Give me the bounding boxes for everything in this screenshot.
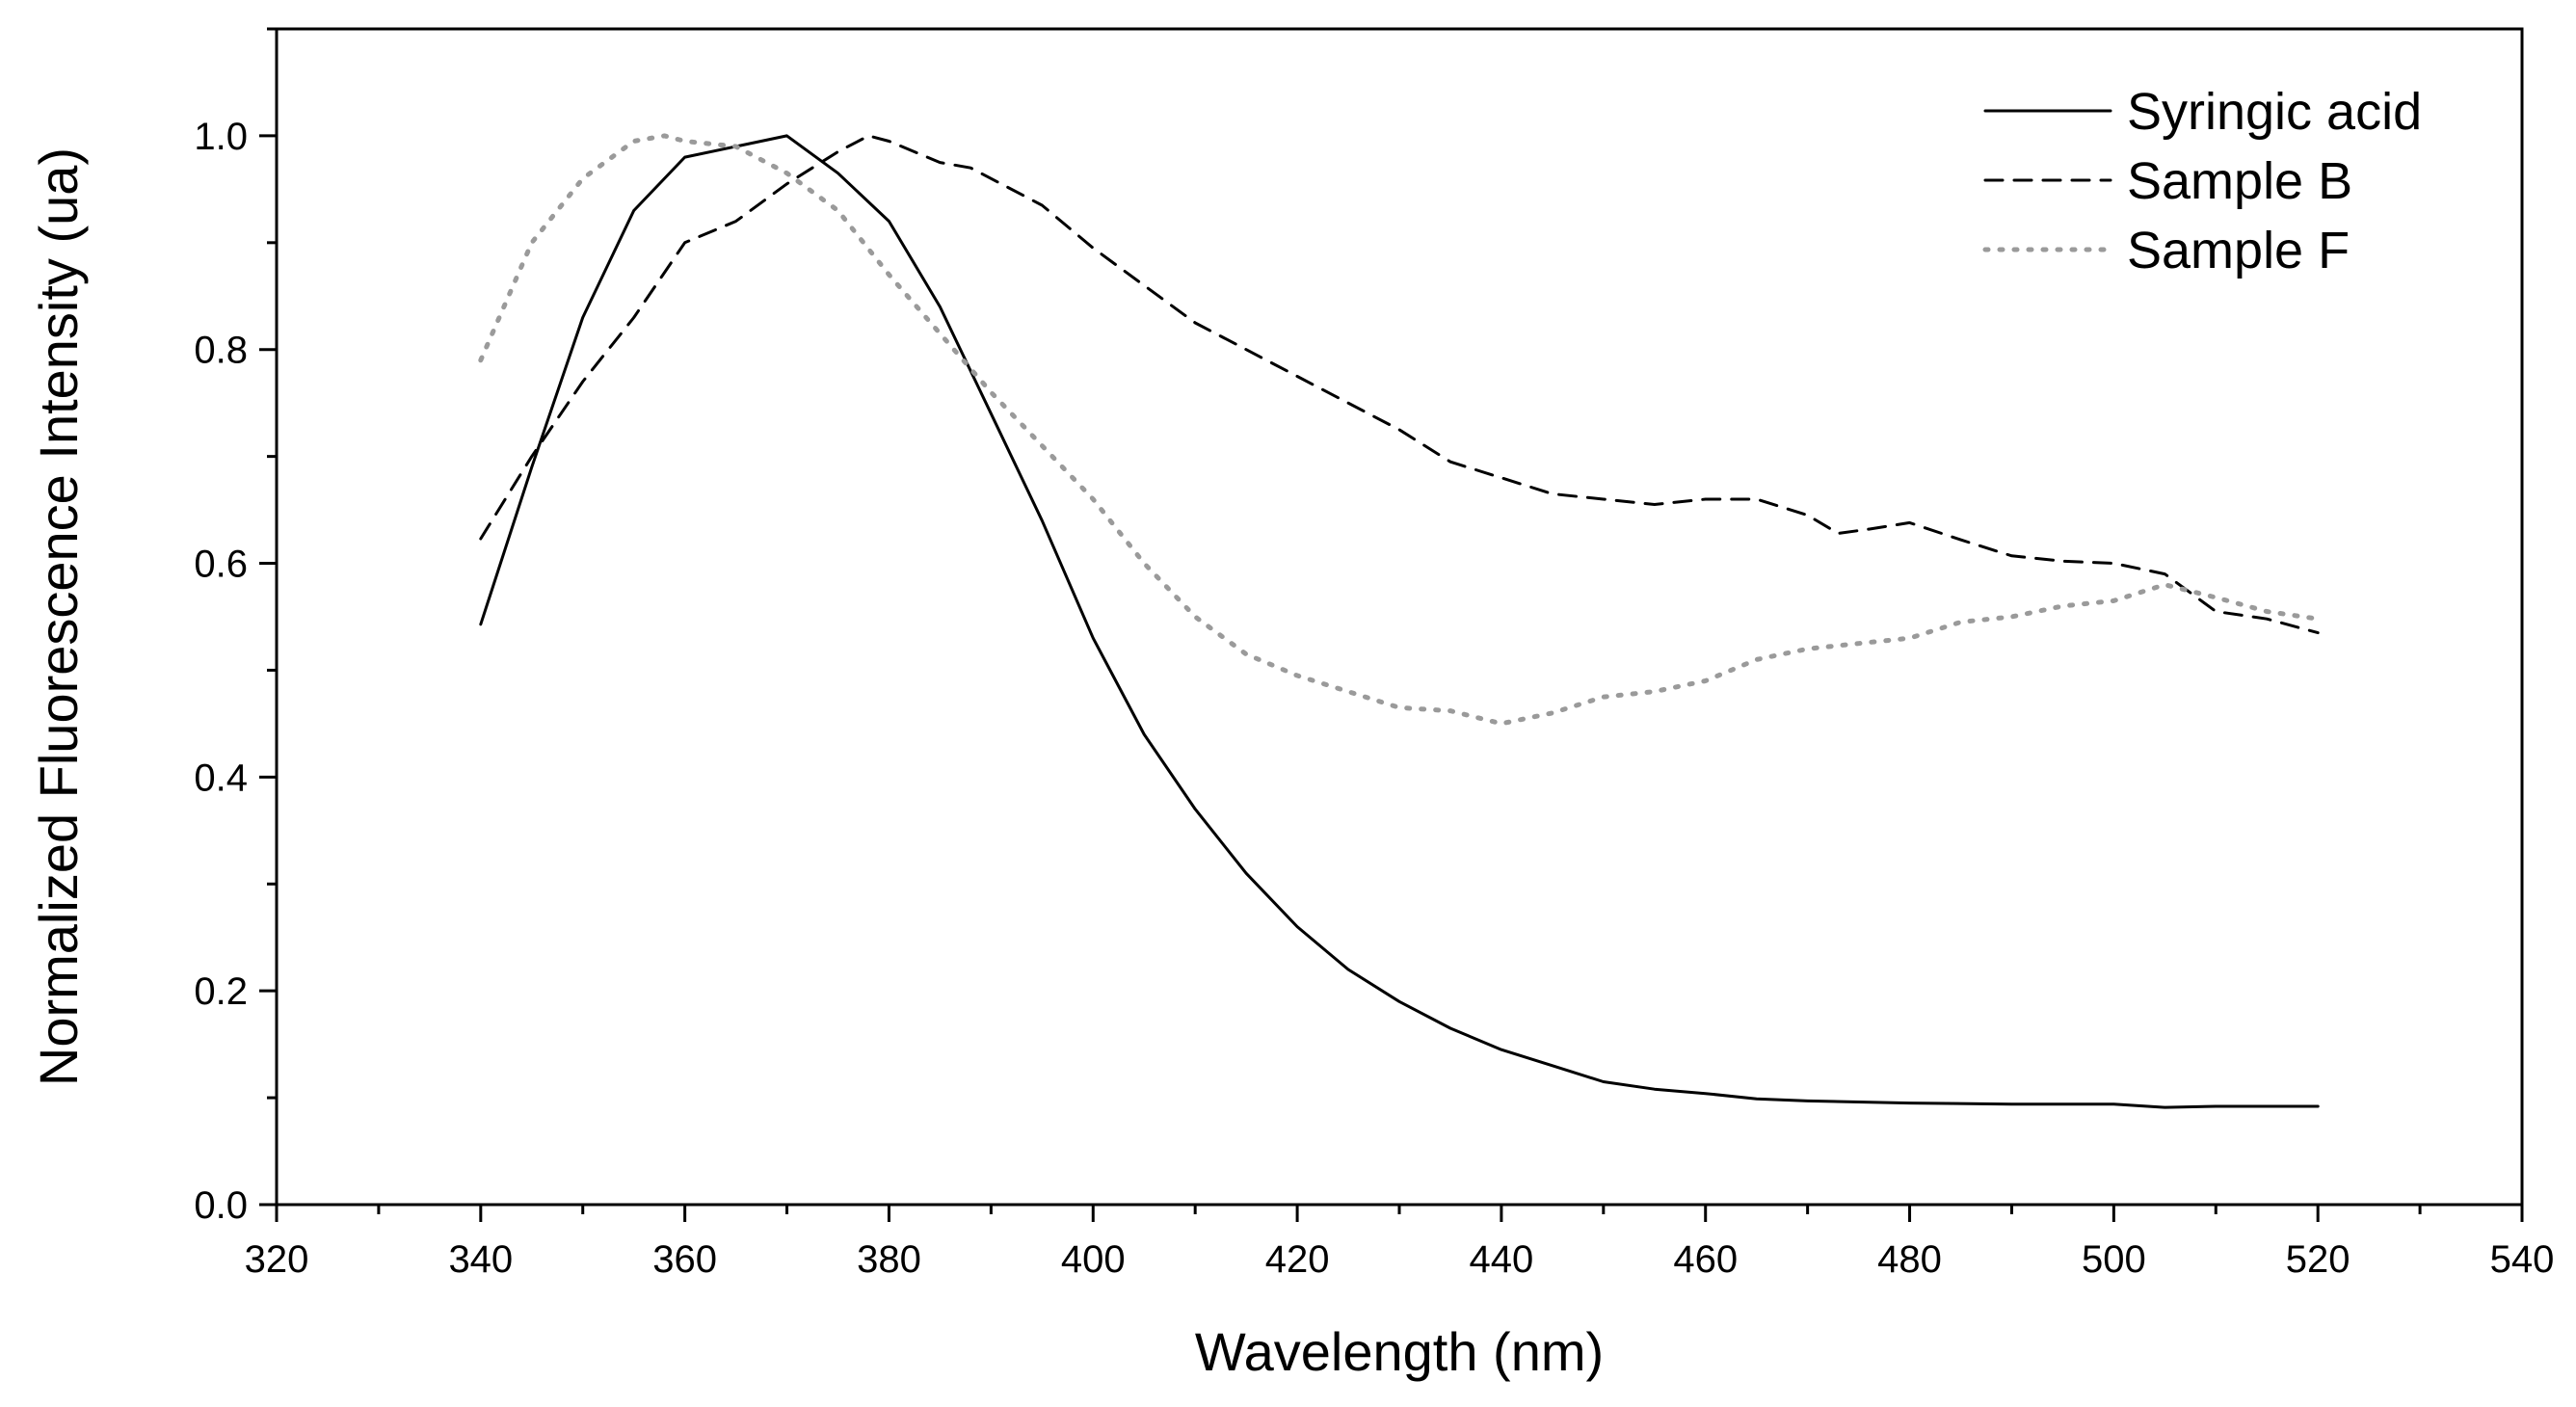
y-tick-label: 1.0 (194, 116, 248, 158)
x-tick-label: 460 (1673, 1238, 1738, 1281)
x-tick-label: 380 (857, 1238, 921, 1281)
series-lines (478, 133, 2321, 1109)
y-tick-label: 0.6 (194, 544, 248, 586)
y-tick-label: 0.0 (194, 1184, 248, 1227)
x-tick-label: 540 (2490, 1238, 2555, 1281)
series-line-3 (478, 133, 2321, 727)
x-tick-label: 420 (1265, 1238, 1330, 1281)
legend-label-1: Syringic acid (2127, 83, 2422, 141)
x-tick-label: 480 (1877, 1238, 1942, 1281)
y-axis-title: Normalized Fluorescence Intensity (ua) (28, 147, 89, 1086)
series-line-2 (479, 134, 2320, 635)
y-tick-label: 0.8 (194, 330, 248, 372)
y-tick-label: 0.4 (194, 757, 248, 799)
series-line-1 (479, 134, 2320, 1109)
x-tick-label: 400 (1061, 1238, 1126, 1281)
x-tick-label: 320 (245, 1238, 309, 1281)
y-tick-label: 0.2 (194, 970, 248, 1013)
ticks: 320 340 360 380 400 420 440 460 480 500 520 540 0.0 0… (194, 27, 2555, 1281)
legend: Syringic acid Sample B Sample F (1982, 83, 2422, 279)
x-tick-label: 500 (2082, 1238, 2146, 1281)
legend-label-2: Sample B (2127, 152, 2352, 210)
x-axis-title: Wavelength (nm) (1195, 1321, 1604, 1382)
x-tick-label: 520 (2286, 1238, 2350, 1281)
x-tick-label: 340 (448, 1238, 513, 1281)
x-tick-label: 360 (652, 1238, 717, 1281)
x-tick-label: 440 (1470, 1238, 1534, 1281)
legend-label-3: Sample F (2127, 222, 2350, 279)
